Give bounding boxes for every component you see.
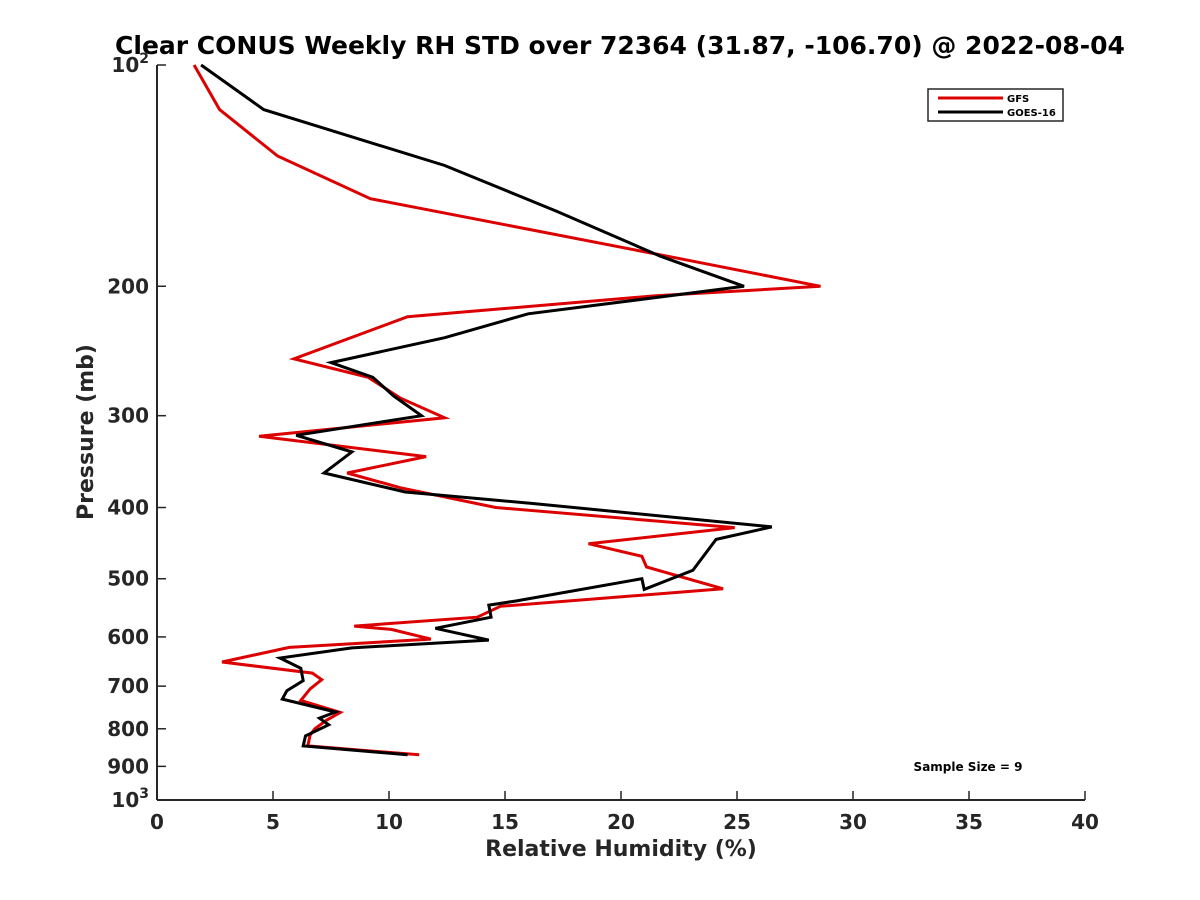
y-tick-base: 900 (107, 754, 149, 778)
x-axis-label: Relative Humidity (%) (485, 837, 757, 862)
x-tick-label: 10 (375, 810, 403, 834)
y-tick-label: 600 (107, 625, 149, 649)
legend-label: GOES-16 (1007, 108, 1056, 119)
x-tick-label: 20 (607, 810, 635, 834)
y-tick-base: 200 (107, 274, 149, 298)
y-tick-base: 300 (107, 404, 149, 428)
y-tick-base: 700 (107, 674, 149, 698)
y-tick-base: 10 (111, 53, 139, 77)
x-axis-ticks: 0 5 10 15 20 25 30 35 40 (150, 791, 1099, 834)
series-line-goes-16 (200, 63, 773, 757)
y-tick-label: 102 (111, 51, 149, 77)
y-tick-label: 103 (111, 786, 149, 812)
x-tick-label: 5 (266, 810, 280, 834)
x-tick-label: 0 (150, 810, 164, 834)
legend-box (927, 88, 1064, 122)
y-tick-exponent: 2 (139, 51, 149, 67)
x-tick-label: 30 (839, 810, 867, 834)
legend: GFS GOES-16 (927, 88, 1064, 122)
legend-items: GFS GOES-16 (938, 94, 1056, 119)
series-line-gfs (192, 64, 821, 757)
y-tick-base: 400 (107, 496, 149, 520)
y-tick-base: 500 (107, 567, 149, 591)
legend-label: GFS (1007, 94, 1029, 105)
x-tick-label: 25 (723, 810, 751, 834)
x-tick-label: 35 (955, 810, 983, 834)
y-tick-label: 800 (107, 717, 149, 741)
y-tick-label: 900 (107, 754, 149, 778)
y-tick-label: 700 (107, 674, 149, 698)
y-axis-label: Pressure (mb) (74, 344, 99, 520)
y-tick-base: 600 (107, 625, 149, 649)
sample-size-annotation: Sample Size = 9 (914, 760, 1023, 774)
x-tick-label: 40 (1071, 810, 1099, 834)
x-tick-label: 15 (491, 810, 519, 834)
y-tick-base: 10 (111, 788, 139, 812)
y-tick-label: 400 (107, 496, 149, 520)
series-layer (192, 63, 821, 757)
y-tick-label: 300 (107, 404, 149, 428)
y-tick-exponent: 3 (139, 786, 149, 802)
chart-title: Clear CONUS Weekly RH STD over 72364 (31… (115, 31, 1125, 60)
y-tick-label: 500 (107, 567, 149, 591)
plot-area: 0 5 10 15 20 25 30 35 40 10220030040050060070080… (107, 51, 1099, 834)
y-tick-label: 200 (107, 274, 149, 298)
y-tick-base: 800 (107, 717, 149, 741)
